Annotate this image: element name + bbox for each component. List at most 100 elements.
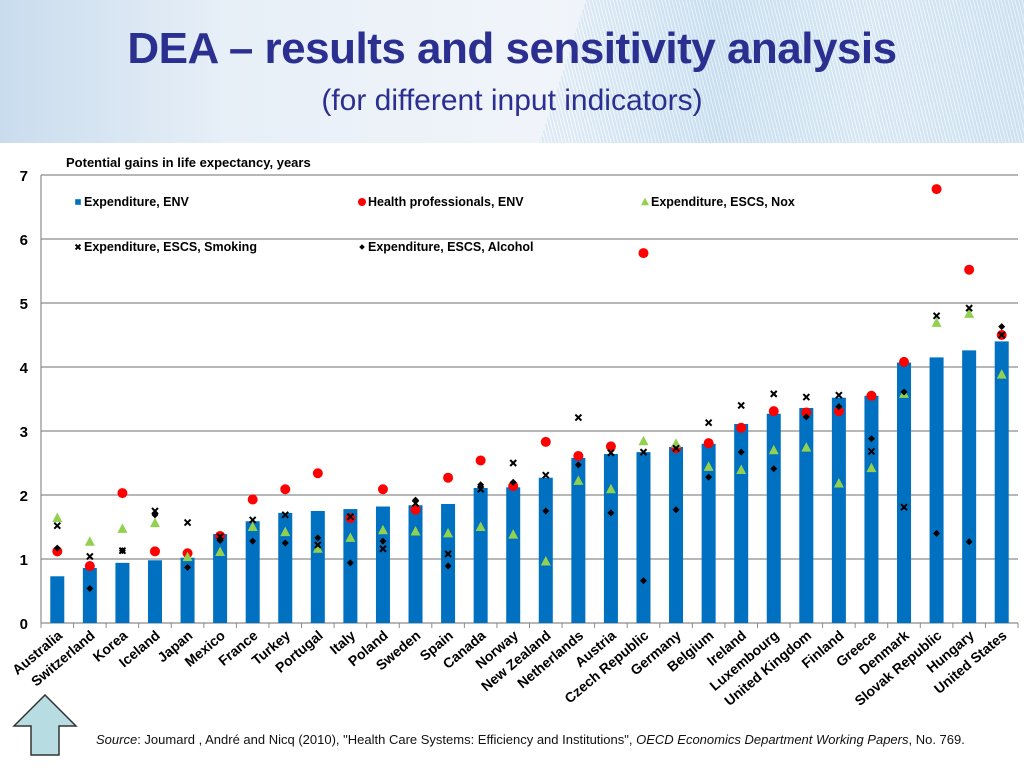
source-label: Source	[96, 732, 138, 747]
marker-circle-new-zealand	[540, 436, 551, 447]
marker-x-slovak-republic	[932, 312, 941, 320]
marker-circle-poland	[377, 484, 388, 495]
bar-canada	[473, 487, 488, 623]
marker-x-finland	[835, 391, 843, 399]
marker-x-greece-stroke	[867, 447, 876, 456]
marker-circle-iceland	[149, 546, 160, 557]
legend-marker-diamond	[359, 244, 365, 250]
marker-x-norway-stroke	[509, 459, 517, 467]
y-tick-label: 2	[20, 488, 28, 505]
marker-x-denmark-stroke	[900, 503, 908, 511]
marker-circle-hungary	[964, 264, 975, 275]
marker-x-australia-stroke	[53, 522, 61, 530]
bar-switzerland	[82, 567, 97, 623]
marker-diamond-new-zealand	[542, 507, 550, 515]
chart-title: Potential gains in life expectancy, year…	[66, 155, 311, 170]
marker-diamond-switzerland	[86, 584, 94, 592]
legend-label: Expenditure, ESCS, Smoking	[84, 240, 257, 254]
marker-x-united-kingdom-stroke	[802, 393, 811, 401]
marker-triangle-turkey	[280, 526, 291, 537]
marker-diamond-france	[249, 537, 257, 545]
marker-circle-switzerland	[84, 561, 95, 572]
marker-x-hungary	[965, 304, 973, 312]
marker-triangle-united-states	[996, 369, 1007, 379]
marker-x-hungary-stroke	[965, 304, 973, 312]
x-axis-labels: AustraliaSwitzerlandKoreaIcelandJapanMex…	[9, 627, 1010, 709]
marker-diamond-hungary	[965, 538, 973, 546]
y-tick-label: 3	[20, 424, 28, 441]
marker-x-iceland	[151, 507, 159, 515]
marker-diamond-ireland	[737, 448, 745, 456]
marker-x-united-states	[998, 331, 1006, 339]
legend-marker-circle	[358, 198, 366, 206]
marker-diamond-portugal	[314, 534, 322, 542]
y-tick-label: 7	[20, 168, 28, 185]
marker-x-turkey	[281, 511, 289, 519]
bar-austria	[603, 454, 618, 623]
marker-diamond-spain	[444, 562, 452, 570]
marker-x-france	[248, 516, 257, 524]
bar-series	[50, 341, 1009, 623]
legend-label: Health professionals, ENV	[368, 195, 524, 209]
marker-diamond-czech-republic	[639, 577, 647, 585]
marker-diamond-poland	[379, 537, 387, 545]
marker-diamond-united-kingdom	[802, 413, 810, 421]
marker-x-denmark	[900, 503, 908, 511]
marker-triangle-finland	[833, 477, 844, 488]
bar-czech-republic	[636, 452, 651, 623]
marker-x-portugal-stroke	[314, 541, 322, 549]
marker-circle-belgium	[703, 438, 714, 449]
marker-diamond-mexico	[216, 536, 224, 544]
legend-marker-square	[75, 199, 81, 205]
bar-belgium	[701, 443, 716, 623]
marker-circle-denmark	[899, 356, 910, 367]
marker-triangle-austria	[605, 483, 616, 494]
bar-hungary	[962, 350, 977, 623]
marker-x-greece	[867, 447, 876, 456]
marker-diamond-norway	[509, 478, 517, 486]
legend-marker-triangle	[641, 197, 649, 206]
marker-triangle-sweden	[410, 525, 421, 536]
marker-circle-ireland	[736, 422, 747, 433]
up-arrow-icon[interactable]	[12, 694, 78, 756]
y-tick-label: 0	[20, 616, 28, 633]
bar-korea	[115, 562, 130, 623]
marker-x-czech-republic	[639, 448, 648, 456]
marker-circle-netherlands	[573, 450, 584, 461]
bar-mexico	[213, 534, 228, 623]
legend-label: Expenditure, ESCS, Nox	[651, 195, 795, 209]
marker-circle-finland	[833, 406, 844, 417]
marker-diamond-netherlands	[574, 461, 582, 469]
marker-x-japan-stroke	[183, 518, 192, 527]
marker-diamond-luxembourg	[770, 465, 778, 473]
marker-diamond-austria	[607, 509, 615, 517]
marker-x-netherlands-stroke	[574, 413, 583, 422]
marker-triangle-australia	[52, 512, 63, 523]
marker-triangle-iceland	[149, 517, 160, 528]
marker-x-canada-stroke	[476, 485, 485, 493]
y-tick-label: 5	[20, 296, 28, 313]
marker-x-belgium-stroke	[704, 418, 713, 427]
marker-diamond-italy	[346, 559, 354, 567]
marker-triangle-czech-republic	[638, 435, 649, 446]
marker-diamond-iceland	[151, 511, 159, 519]
marker-circle-france	[247, 494, 258, 505]
marker-x-ireland	[737, 401, 745, 410]
marker-x-italy	[346, 513, 355, 521]
marker-triangle-germany	[671, 438, 682, 448]
marker-diamond-australia	[53, 544, 61, 552]
marker-diamond-united-states	[998, 323, 1006, 331]
marker-x-germany	[672, 444, 680, 452]
marker-circle-korea	[117, 488, 128, 499]
marker-x-finland-stroke	[835, 391, 843, 399]
legend-marker-x	[74, 243, 82, 251]
marker-diamond-denmark	[900, 388, 908, 396]
marker-x-mexico-stroke	[216, 532, 224, 541]
marker-diamond-canada	[477, 481, 485, 489]
bar-greece	[864, 395, 879, 623]
marker-x-germany-stroke	[672, 444, 680, 452]
legend-label: Expenditure, ENV	[84, 195, 190, 209]
bar-france	[245, 521, 260, 623]
marker-x-luxembourg	[770, 390, 778, 398]
y-tick-label: 6	[20, 232, 28, 249]
